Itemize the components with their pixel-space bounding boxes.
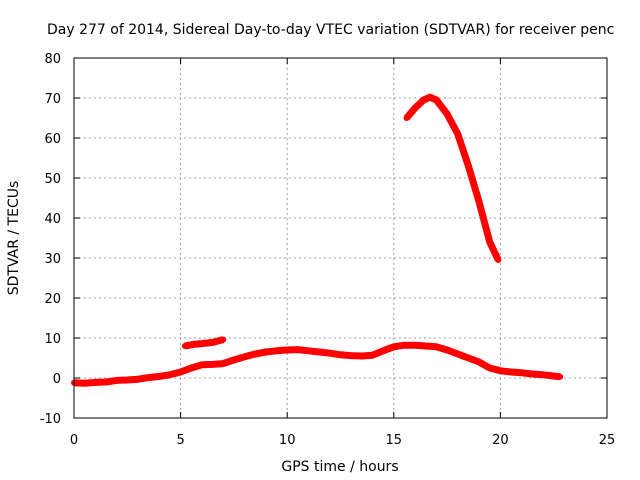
data-point (103, 379, 109, 385)
data-point (220, 360, 227, 367)
data-point (420, 97, 427, 103)
data-point (252, 351, 259, 357)
data-point (465, 355, 472, 361)
data-point (369, 352, 376, 359)
data-point (348, 352, 355, 359)
data-point (550, 373, 557, 379)
data-point (403, 115, 410, 121)
data-point (444, 111, 451, 117)
data-point (316, 349, 323, 355)
data-point (497, 367, 504, 374)
data-point (113, 377, 120, 384)
x-tick-label: 0 (70, 433, 78, 448)
data-point (444, 347, 451, 353)
data-point (422, 343, 429, 349)
plot-frame (73, 57, 608, 419)
y-tick-label: 40 (44, 212, 61, 227)
series-layer (71, 93, 564, 387)
data-point (209, 339, 216, 346)
data-point (412, 105, 419, 111)
data-point (358, 353, 365, 359)
x-tick-label: 15 (386, 433, 403, 448)
data-point (380, 347, 387, 354)
y-tick-label: 70 (44, 92, 61, 107)
x-tick-label: 10 (279, 433, 296, 448)
data-point (305, 347, 312, 354)
data-point (156, 373, 163, 380)
data-point (92, 379, 99, 386)
y-tick-label: 80 (44, 52, 61, 67)
data-point (326, 350, 333, 357)
y-axis-label: SDTVAR / TECUs (6, 181, 22, 296)
data-point (476, 199, 483, 205)
data-point (454, 131, 461, 137)
data-point (166, 371, 173, 378)
x-tick-label: 20 (492, 433, 509, 448)
tick-layer (73, 57, 608, 419)
y-tick-label: 60 (44, 132, 61, 147)
x-tick-label: 25 (599, 433, 616, 448)
y-tick-label: -10 (40, 412, 61, 427)
data-point (284, 347, 291, 353)
data-point (230, 357, 237, 363)
data-point (476, 359, 483, 365)
data-point (465, 163, 472, 169)
data-point (188, 365, 195, 371)
data-point (412, 342, 419, 349)
data-point (124, 377, 131, 383)
data-point (177, 369, 184, 375)
y-tick-label: 0 (53, 372, 61, 387)
data-point (294, 346, 301, 353)
x-axis-label: GPS time / hours (281, 459, 398, 475)
data-point (433, 343, 440, 350)
y-tick-label: 50 (44, 172, 61, 187)
y-tick-label: 20 (44, 292, 61, 307)
data-point (427, 94, 433, 101)
data-point (495, 257, 502, 263)
data-point (273, 347, 280, 354)
data-point (529, 371, 536, 377)
data-point (433, 97, 440, 103)
data-point (81, 380, 88, 387)
data-point (557, 373, 564, 380)
data-point (135, 376, 141, 383)
data-point (508, 369, 515, 375)
data-point (209, 361, 216, 368)
data-point (181, 343, 188, 349)
data-point (454, 351, 461, 357)
y-tick-label: 30 (44, 252, 61, 267)
data-point (337, 351, 344, 358)
data-point (198, 340, 205, 347)
data-point (241, 353, 248, 360)
x-tick-label: 5 (176, 433, 184, 448)
data-point (486, 239, 493, 245)
data-point (262, 349, 269, 355)
y-tick-label: 10 (44, 332, 61, 347)
data-point (401, 342, 408, 349)
data-point (145, 374, 152, 381)
data-point (390, 343, 397, 350)
chart-title: Day 277 of 2014, Sidereal Day-to-day VTE… (47, 22, 614, 38)
data-point (190, 341, 197, 348)
data-point (486, 365, 493, 371)
data-point (518, 369, 525, 376)
data-point (540, 371, 546, 378)
data-point (220, 336, 227, 343)
grid-layer (74, 58, 607, 418)
tick-label-layer: 0 5 10 15 20 25 -10 0 10 20 30 40 50 60 70 80 (40, 52, 616, 448)
data-point (198, 361, 205, 368)
